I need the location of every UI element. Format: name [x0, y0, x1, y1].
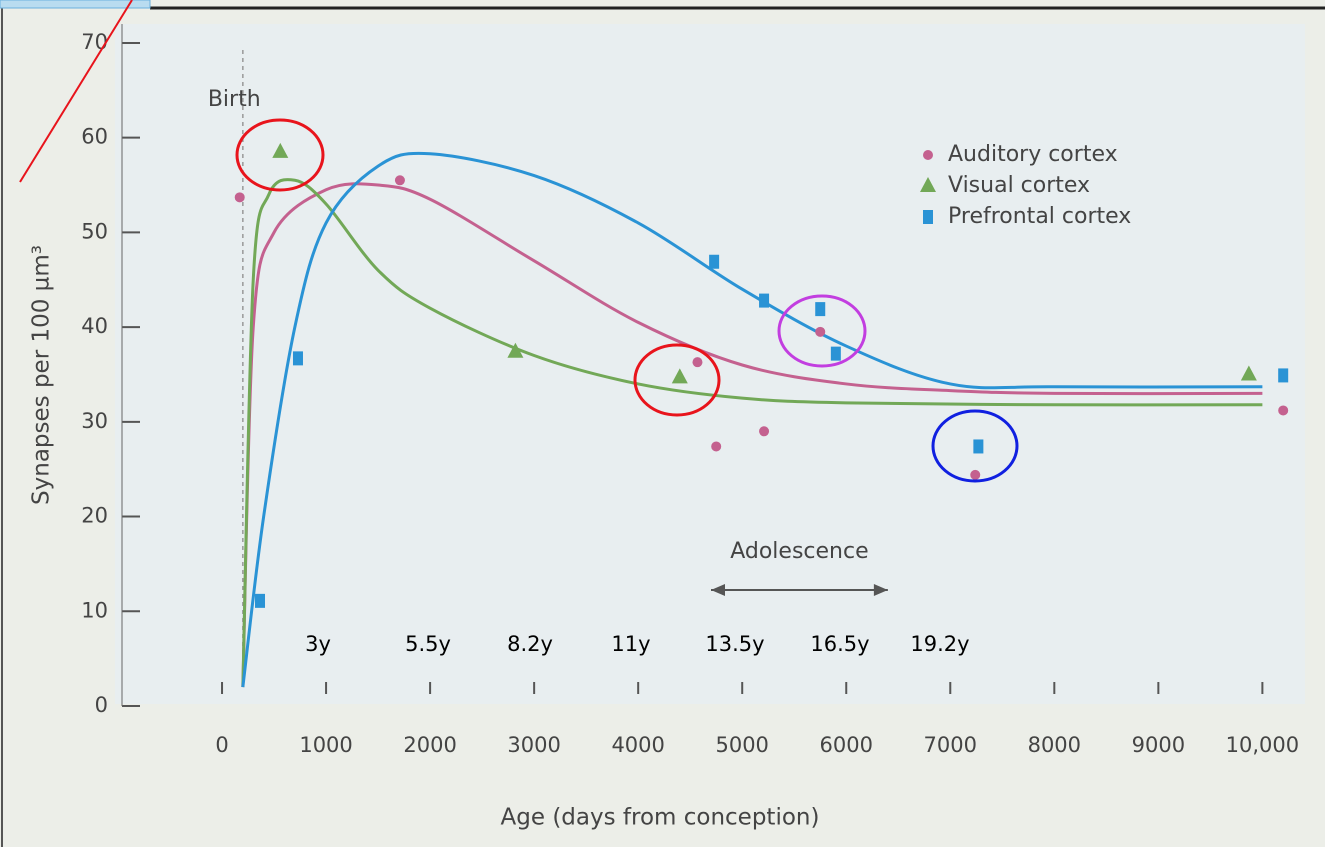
- legend-marker: [923, 150, 933, 160]
- age-label: 11y: [611, 632, 650, 656]
- x-axis-label: Age (days from conception): [501, 805, 820, 831]
- age-label: 19.2y: [910, 632, 969, 656]
- fit-curve: [241, 182, 1263, 688]
- legend-label: Prefrontal cortex: [948, 204, 1131, 229]
- x-tick-label: 5000: [715, 733, 768, 757]
- point: [815, 326, 826, 337]
- x-tick-label: 7000: [924, 733, 977, 757]
- y-tick-label: 10: [81, 598, 108, 622]
- plot-area: [115, 24, 1305, 704]
- age-label: 5.5y: [405, 632, 451, 656]
- y-tick-label: 20: [81, 504, 108, 528]
- highlight-circle: [931, 409, 1019, 483]
- point: [711, 441, 722, 452]
- arrow-head: [711, 584, 725, 596]
- point: [234, 192, 245, 203]
- age-label: 16.5y: [810, 632, 869, 656]
- y-tick-label: 30: [81, 409, 108, 433]
- point: [671, 368, 688, 384]
- point: [709, 254, 720, 269]
- highlight-circle: [633, 343, 721, 417]
- x-tick-label: 8000: [1028, 733, 1081, 757]
- legend-label: Auditory cortex: [948, 142, 1118, 167]
- point: [815, 302, 826, 317]
- x-tick-label: 6000: [820, 733, 873, 757]
- point: [394, 175, 405, 186]
- point: [1278, 405, 1289, 416]
- annotation-text: Birth: [208, 87, 261, 112]
- annotation-line: [19, 0, 133, 183]
- marks: 0 10 20 30 40 50 60 70 0 1000 2000 3000 4000 5000 6000…: [81, 24, 1299, 757]
- highlight-circle: [235, 118, 325, 192]
- x-tick-label: 3000: [507, 733, 560, 757]
- fit-curve: [241, 151, 1263, 688]
- x-tick-label: 4000: [611, 733, 664, 757]
- point: [1278, 368, 1289, 383]
- arrow-head: [873, 584, 888, 596]
- point: [292, 351, 303, 366]
- point: [759, 426, 770, 437]
- x-tick-label: 0: [215, 733, 228, 757]
- y-tick-label: 70: [81, 30, 108, 54]
- x-tick-label: 2000: [403, 733, 456, 757]
- x-tick-label: 9000: [1132, 733, 1185, 757]
- x-tick-label: 1000: [299, 733, 352, 757]
- point: [970, 469, 981, 480]
- age-label: 8.2y: [507, 632, 553, 656]
- legend-marker: [920, 177, 936, 192]
- point: [1240, 365, 1257, 381]
- point: [692, 357, 703, 368]
- age-label: 3y: [305, 632, 331, 656]
- point: [830, 346, 841, 361]
- fit-curve: [241, 178, 1263, 688]
- point: [759, 293, 770, 308]
- point: [973, 439, 984, 454]
- selection-box: [0, 0, 151, 9]
- highlight-circle: [777, 294, 867, 368]
- y-tick-label: 0: [95, 693, 108, 717]
- point: [255, 593, 266, 608]
- point: [507, 342, 524, 358]
- y-axis-label: Synapses per 100 µm³: [29, 245, 55, 505]
- legend-label: Visual cortex: [948, 173, 1090, 198]
- age-label: 13.5y: [705, 632, 764, 656]
- y-tick-label: 50: [81, 219, 108, 243]
- annotation-text: Adolescence: [730, 539, 868, 564]
- x-tick-label: 10,000: [1226, 733, 1299, 757]
- y-tick-label: 60: [81, 125, 108, 149]
- y-tick-label: 40: [81, 314, 108, 338]
- point: [272, 142, 289, 158]
- legend-marker: [923, 210, 933, 224]
